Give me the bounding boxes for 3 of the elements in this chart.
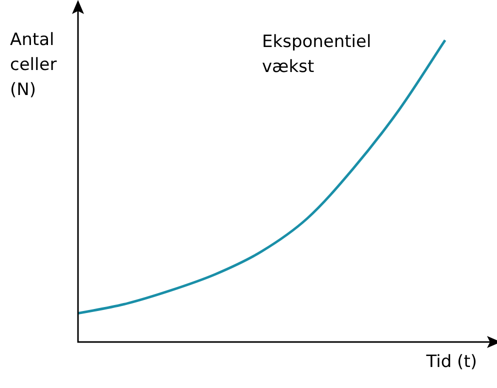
y-axis-title: Antal celler (N) [10,29,58,102]
annotation: Eksponentiel vækst [262,31,372,79]
x-axis-title: Tid (t) [426,351,477,374]
